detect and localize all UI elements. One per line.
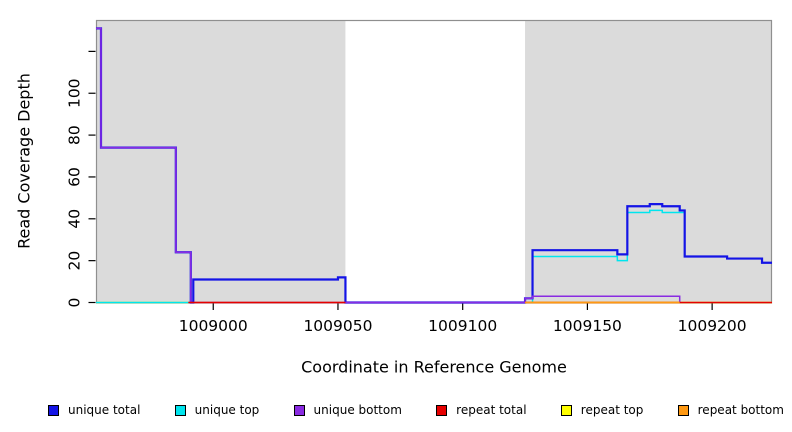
y-tick-label: 100 (65, 78, 83, 108)
legend-item-repeat-top: repeat top (560, 403, 644, 417)
y-tick-label: 0 (65, 298, 83, 308)
legend-label-unique-top: unique top (194, 403, 260, 417)
legend-swatch-unique-bottom (293, 404, 305, 416)
legend-label-repeat-top: repeat top (580, 403, 644, 417)
y-tick-label: 60 (65, 167, 83, 187)
legend-item-repeat-bottom: repeat bottom (677, 403, 784, 417)
legend-swatch-repeat-total (436, 404, 448, 416)
plot-region-aligned-region-left (96, 20, 346, 303)
x-axis-title: Coordinate in Reference Genome (301, 357, 567, 377)
legend-swatch-repeat-top (560, 404, 572, 416)
y-tick-label: 20 (65, 251, 83, 271)
legend-label-repeat-bottom: repeat bottom (697, 403, 784, 417)
legend-label-repeat-total: repeat total (456, 403, 527, 417)
legend-item-unique-top: unique top (174, 403, 260, 417)
legend-item-unique-total: unique total (48, 403, 140, 417)
legend: unique total unique top unique bottom re… (48, 400, 784, 420)
x-tick-label: 1009100 (428, 317, 497, 335)
y-tick-label: 40 (65, 209, 83, 229)
legend-swatch-unique-top (174, 404, 186, 416)
legend-label-unique-total: unique total (68, 403, 141, 417)
legend-swatch-unique-total (48, 404, 59, 416)
legend-label-unique-bottom: unique bottom (313, 403, 402, 417)
x-tick-label: 1009150 (553, 317, 622, 335)
plot-region-aligned-region-right (525, 20, 772, 303)
y-axis-title: Read Coverage Depth (14, 73, 34, 249)
legend-item-unique-bottom: unique bottom (293, 403, 402, 417)
x-tick-label: 1009050 (303, 317, 372, 335)
plot-region-uncovered-gap (345, 20, 526, 303)
legend-item-repeat-total: repeat total (436, 403, 527, 417)
x-tick-label: 1009000 (179, 317, 248, 335)
y-tick-label: 80 (65, 125, 83, 145)
legend-swatch-repeat-bottom (677, 404, 689, 416)
x-tick-label: 1009200 (678, 317, 747, 335)
